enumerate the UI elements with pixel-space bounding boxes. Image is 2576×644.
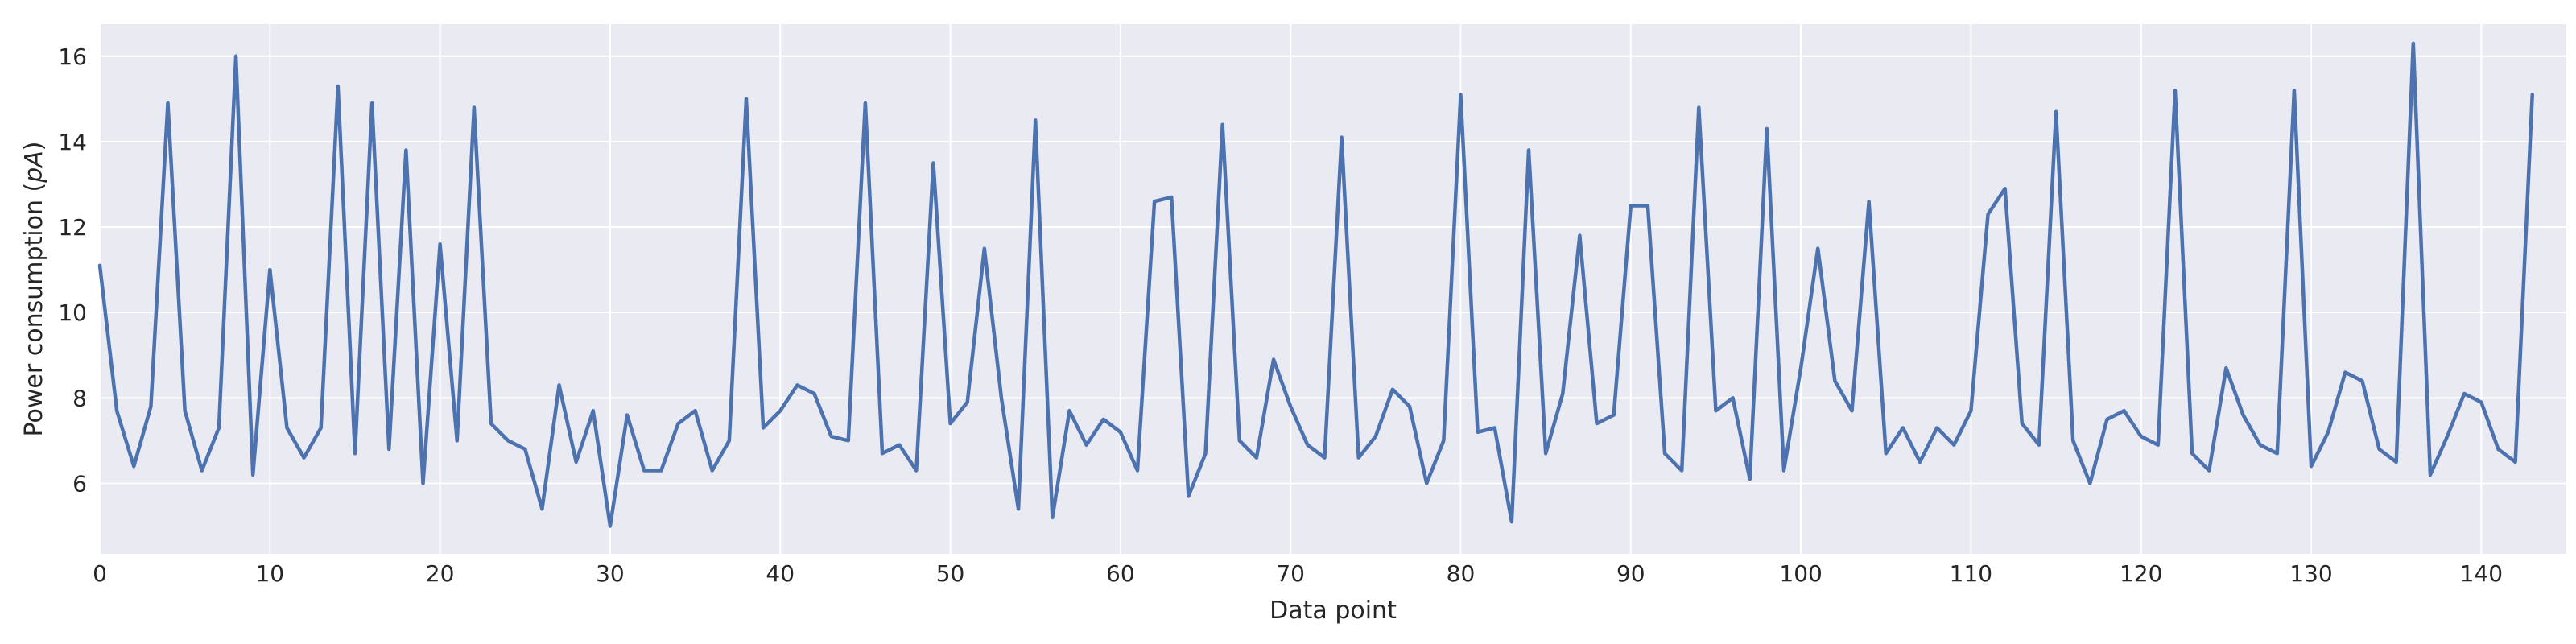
x-tick-label: 110 [1950, 560, 1992, 587]
y-axis-label-suffix: ) [20, 141, 48, 151]
x-tick-label: 80 [1447, 560, 1476, 587]
x-tick-label: 10 [255, 560, 284, 587]
x-axis-label: Data point [1269, 597, 1397, 625]
series-line [97, 41, 2534, 528]
x-tick-label: 40 [766, 560, 795, 587]
y-tick-label: 8 [72, 385, 87, 411]
x-tick-label: 20 [426, 560, 455, 587]
x-tick-label: 0 [93, 560, 107, 587]
y-tick-label: 16 [58, 43, 87, 70]
x-tick-label: 140 [2460, 560, 2503, 587]
x-tick-label: 70 [1276, 560, 1305, 587]
y-axis-label-unit: pA [20, 151, 48, 184]
x-tick-label: 60 [1106, 560, 1135, 587]
x-tick-label: 90 [1616, 560, 1645, 587]
x-tick-label: 120 [2120, 560, 2162, 587]
x-tick-label: 30 [596, 560, 625, 587]
y-axis-label: Power consumption (pA) [20, 141, 48, 436]
axis-ticks: 0 10 20 30 40 50 60 70 80 90 100 110 120 130 140 6 8 10 12… [58, 43, 2503, 587]
x-tick-label: 50 [936, 560, 965, 587]
y-tick-label: 10 [58, 299, 87, 326]
y-tick-label: 6 [72, 470, 87, 497]
y-tick-label: 12 [58, 214, 87, 241]
y-axis-label-prefix: Power consumption ( [20, 183, 48, 437]
x-tick-label: 130 [2289, 560, 2332, 587]
y-tick-label: 14 [58, 129, 87, 155]
x-tick-label: 100 [1779, 560, 1822, 587]
